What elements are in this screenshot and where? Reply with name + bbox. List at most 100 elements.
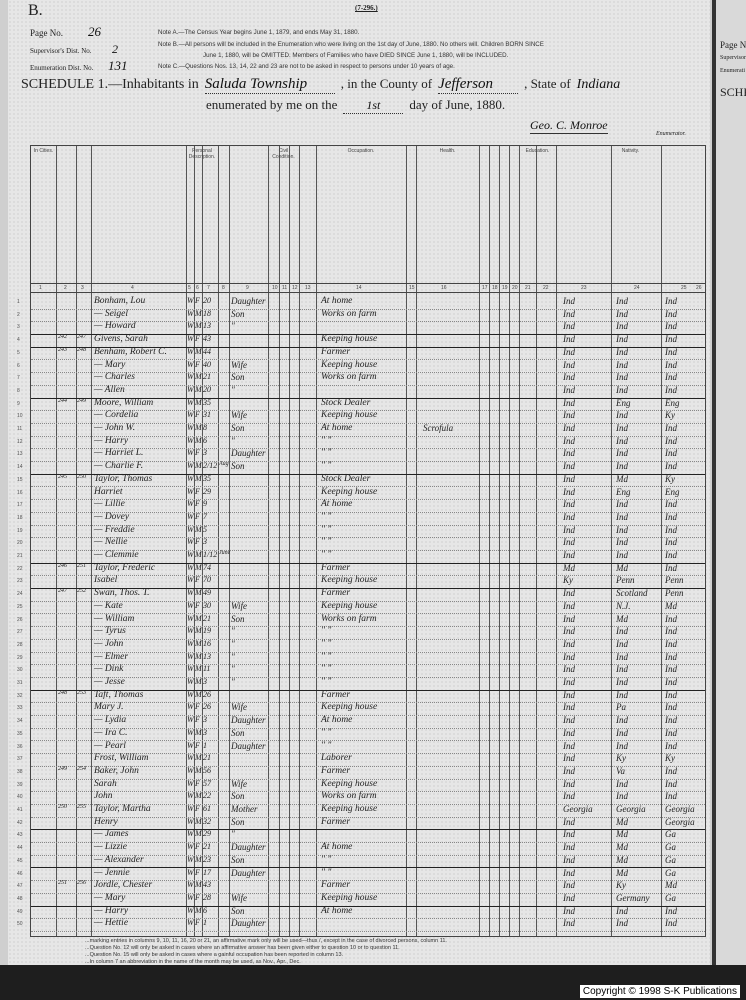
cell-s: F bbox=[195, 600, 200, 610]
cell-c: W bbox=[187, 727, 194, 737]
cell-a: 28 bbox=[203, 892, 211, 902]
cell-fb: Md bbox=[616, 562, 628, 573]
cell-c: W bbox=[187, 600, 194, 610]
cell-c: W bbox=[187, 677, 194, 686]
table-row: 31 — Jesse W M 3 " " " Ind Ind Ind bbox=[17, 677, 705, 691]
cell-mb: Ind bbox=[665, 562, 677, 573]
table-row: 22 246 251 Taylor, Frederic W M 74 Farmer Md Md In… bbox=[17, 562, 705, 577]
cell-a: 74 bbox=[203, 562, 211, 572]
column-number: 7 bbox=[207, 285, 210, 291]
enumeration-label: Enumeration Dist. No. bbox=[30, 64, 94, 72]
cell-b: Ind bbox=[563, 892, 575, 903]
cell-fb: Ky bbox=[616, 753, 626, 764]
table-row: 9 244 249 Moore, William W M 35 Stock Dealer Ind… bbox=[17, 397, 705, 412]
cell-b: Ind bbox=[563, 905, 575, 916]
cell-n: 20 bbox=[17, 540, 23, 547]
cell-fb: Ind bbox=[616, 524, 628, 535]
cell-a: 20 bbox=[203, 296, 211, 305]
cell-n: 29 bbox=[17, 654, 23, 661]
table-row: 21 — Clemmie W M 1/12 June " " Ind Ind Ind bbox=[17, 550, 705, 564]
cell-occ: " " bbox=[321, 740, 332, 751]
cell-b: Ind bbox=[563, 524, 575, 535]
cell-n: 7 bbox=[17, 375, 20, 382]
cell-a: 29 bbox=[203, 829, 211, 839]
cell-dw: 250 bbox=[58, 804, 67, 810]
cell-a: 23 bbox=[203, 854, 211, 864]
cell-mb: Md bbox=[665, 600, 677, 611]
cell-occ: Keeping house bbox=[321, 600, 378, 611]
cell-fb: Md bbox=[616, 829, 628, 840]
cell-a: 19 bbox=[203, 626, 211, 636]
cell-c: W bbox=[187, 702, 194, 712]
cell-c: W bbox=[187, 486, 194, 496]
cell-n: 36 bbox=[17, 743, 23, 750]
column-number: 3 bbox=[81, 285, 84, 291]
cell-fb: Ky bbox=[616, 880, 626, 891]
cell-c: W bbox=[187, 816, 194, 826]
cell-n: 38 bbox=[17, 768, 23, 775]
page-no: 26 bbox=[88, 24, 101, 39]
cell-mb: Ind bbox=[665, 778, 677, 789]
cell-a: 8 bbox=[203, 423, 207, 432]
cell-mb: Eng bbox=[665, 486, 680, 497]
column-number: 14 bbox=[356, 285, 362, 291]
cell-name: Taft, Thomas bbox=[94, 689, 144, 700]
cell-mb: Penn bbox=[665, 575, 684, 586]
cell-s: M bbox=[195, 384, 202, 394]
cell-s: F bbox=[195, 537, 200, 547]
cell-name: Harriet bbox=[94, 486, 123, 497]
cell-name: — Lizzie bbox=[94, 842, 127, 853]
cell-a: 56 bbox=[203, 765, 211, 775]
cell-name: — Allen bbox=[94, 384, 125, 395]
cell-a: 40 bbox=[203, 359, 211, 369]
cell-b: Ind bbox=[563, 715, 575, 726]
cell-name: Mary J. bbox=[94, 702, 124, 713]
cell-fb: Eng bbox=[616, 486, 631, 497]
cell-occ: Stock Dealer bbox=[321, 397, 371, 408]
table-row: 42 Henry W M 32 Son Farmer Ind Md Georgia bbox=[17, 816, 705, 831]
cell-n: 39 bbox=[17, 781, 23, 788]
cell-s: F bbox=[195, 867, 200, 877]
cell-name: Swan, Thos. T. bbox=[94, 588, 150, 599]
cell-rel: Son bbox=[231, 308, 245, 319]
cell-b: Ind bbox=[563, 854, 575, 865]
cell-name: Frost, William bbox=[94, 753, 149, 764]
cell-mb: Ind bbox=[665, 499, 677, 510]
cell-mb: Ind bbox=[665, 677, 677, 687]
cell-name: Isabel bbox=[94, 575, 118, 586]
cell-rel: Mother bbox=[231, 804, 258, 814]
cell-c: W bbox=[187, 791, 194, 801]
table-row: 39 Sarah W F 57 Wife Keeping house Ind Ind Ind bbox=[17, 778, 705, 793]
cell-fb: Ind bbox=[616, 435, 628, 446]
state: Indiana bbox=[576, 77, 621, 92]
cell-mb: Ind bbox=[665, 740, 677, 751]
table-row: 1 Bonham, Lou W F 20 Daughter At home Ind Ind Ind bbox=[17, 296, 705, 310]
cell-occ: Laborer bbox=[321, 753, 352, 764]
cell-name: — Cordelia bbox=[94, 410, 139, 421]
column-number: 18 bbox=[492, 285, 498, 291]
cell-s: M bbox=[195, 588, 202, 598]
column-number: 8 bbox=[222, 285, 225, 291]
cell-b: Ind bbox=[563, 626, 575, 637]
cell-dw: 248 bbox=[58, 689, 67, 696]
cell-occ: Farmer bbox=[321, 689, 351, 700]
cell-s: F bbox=[195, 715, 200, 725]
cell-name: — Lillie bbox=[94, 499, 125, 510]
cell-b: Ind bbox=[563, 727, 575, 738]
cell-fm: 247 bbox=[77, 334, 86, 341]
cell-c: W bbox=[187, 626, 194, 636]
cell-s: M bbox=[195, 791, 202, 801]
cell-fb: Ind bbox=[616, 384, 628, 395]
cell-b: Ind bbox=[563, 372, 575, 383]
cell-n: 11 bbox=[17, 426, 23, 432]
cell-c: W bbox=[187, 842, 194, 852]
cell-name: Taylor, Martha bbox=[94, 804, 151, 814]
cell-fb: Ind bbox=[616, 664, 628, 675]
cell-a: 29 bbox=[203, 486, 211, 496]
cell-n: 17 bbox=[17, 502, 23, 509]
cell-mb: Penn bbox=[665, 588, 684, 599]
cell-name: Henry bbox=[94, 816, 118, 827]
cell-name: — Clemmie bbox=[94, 550, 139, 560]
cell-b: Ind bbox=[563, 511, 575, 522]
adjacent-page-label: Page No bbox=[720, 40, 746, 50]
